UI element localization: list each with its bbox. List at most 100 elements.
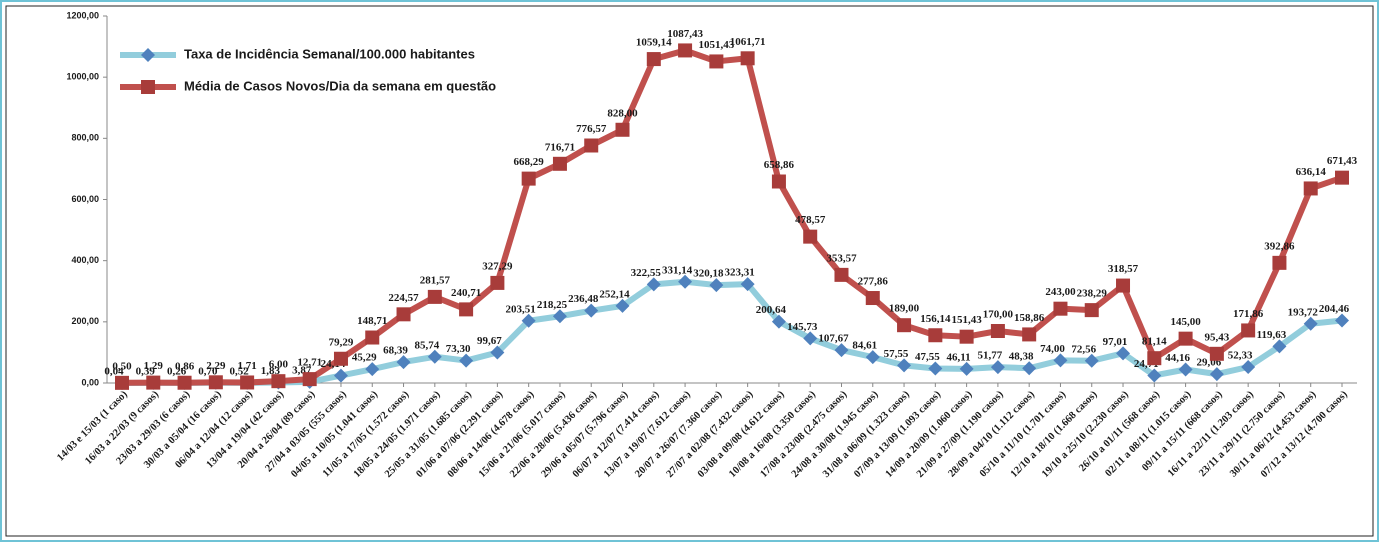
data-point: [1084, 353, 1099, 368]
data-point: [803, 331, 818, 346]
data-point: [333, 351, 348, 366]
data-label: 57,55: [884, 348, 909, 360]
data-label: 119,63: [1257, 329, 1287, 341]
data-label: 107,67: [818, 333, 849, 345]
data-point: [1209, 346, 1224, 361]
data-label: 85,74: [414, 339, 439, 351]
data-point: [584, 303, 599, 318]
data-label: 218,25: [537, 299, 568, 311]
data-label: 668,29: [514, 156, 545, 168]
data-label: 828,00: [607, 107, 638, 119]
y-tick-label: 1200,00: [66, 10, 99, 20]
data-point: [1241, 323, 1256, 338]
data-label: 322,55: [631, 267, 662, 279]
data-point: [115, 375, 129, 390]
data-label: 51,77: [978, 350, 1003, 362]
data-label: 331,14: [662, 264, 693, 276]
data-label: 1087,43: [667, 28, 703, 40]
data-label: 0,70: [198, 365, 218, 377]
data-label: 81,14: [1142, 336, 1167, 348]
y-tick-label: 1000,00: [66, 72, 99, 82]
data-point: [1116, 346, 1131, 361]
data-point: [1272, 339, 1287, 354]
data-label: 193,72: [1288, 306, 1319, 318]
data-label: 95,43: [1204, 331, 1229, 343]
data-label: 48,38: [1009, 351, 1034, 363]
data-label: 658,86: [764, 159, 795, 171]
data-point: [615, 122, 630, 137]
data-label: 392,86: [1264, 240, 1295, 252]
data-label: 353,57: [826, 252, 857, 264]
data-label: 84,61: [852, 340, 877, 352]
data-point: [1178, 331, 1193, 346]
data-label: 99,67: [477, 335, 502, 347]
data-point: [928, 361, 943, 376]
data-label: 1059,14: [636, 37, 672, 49]
y-tick-label: 800,00: [71, 133, 99, 143]
data-point: [959, 329, 974, 344]
data-point: [709, 278, 724, 293]
data-label: 47,55: [915, 351, 940, 363]
data-label: 145,73: [787, 321, 818, 333]
data-point: [302, 372, 317, 387]
data-point: [928, 328, 943, 343]
data-point: [678, 43, 693, 58]
data-label: 0,86: [175, 360, 195, 372]
data-point: [1053, 353, 1068, 368]
data-label: 281,57: [420, 274, 451, 286]
data-point: [365, 330, 380, 345]
data-label: 478,57: [795, 214, 826, 226]
data-point: [1022, 327, 1037, 342]
data-label: 776,57: [576, 123, 607, 135]
data-point: [897, 358, 912, 373]
data-point: [521, 171, 536, 186]
y-tick-label: 600,00: [71, 194, 99, 204]
data-point: [459, 302, 474, 317]
data-label: 145,00: [1170, 316, 1201, 328]
data-point: [1147, 368, 1162, 383]
data-label: 12,71: [297, 357, 322, 369]
data-point: [990, 324, 1005, 339]
data-label: 0,04: [104, 366, 124, 378]
data-label: 170,00: [983, 309, 1014, 321]
data-point: [990, 360, 1005, 375]
data-label: 243,00: [1045, 286, 1076, 298]
data-point: [897, 318, 912, 333]
data-point: [1053, 301, 1068, 316]
data-label: 203,51: [506, 303, 536, 315]
data-point: [552, 309, 567, 324]
data-label: 671,43: [1327, 155, 1358, 167]
data-label: 636,14: [1296, 166, 1327, 178]
data-point: [709, 54, 724, 69]
data-label: 73,30: [446, 343, 471, 355]
data-point: [959, 361, 974, 376]
data-point: [1178, 362, 1193, 377]
data-point: [208, 375, 223, 390]
data-point: [240, 375, 255, 390]
data-label: 252,14: [599, 288, 630, 300]
series-line: [121, 47, 1343, 386]
data-point: [646, 52, 661, 67]
data-point: [396, 355, 411, 370]
data-point: [771, 314, 786, 329]
data-point: [834, 343, 849, 358]
data-label: 0,26: [167, 365, 187, 377]
data-label: 323,31: [725, 267, 755, 279]
data-label: 1051,43: [698, 39, 734, 51]
legend-label: Taxa de Incidência Semanal/100.000 habit…: [184, 46, 475, 61]
data-point: [333, 368, 348, 383]
data-point: [365, 362, 380, 377]
data-point: [177, 375, 192, 390]
data-label: 148,71: [357, 315, 387, 327]
data-point: [678, 274, 693, 289]
data-label: 1,83: [261, 365, 281, 377]
data-label: 189,00: [889, 303, 920, 315]
data-label: 171,86: [1233, 308, 1264, 320]
data-label: 240,71: [451, 287, 481, 299]
data-label: 45,29: [352, 352, 377, 364]
data-point: [396, 307, 411, 322]
data-label: 318,57: [1108, 263, 1139, 275]
data-point: [834, 267, 849, 282]
